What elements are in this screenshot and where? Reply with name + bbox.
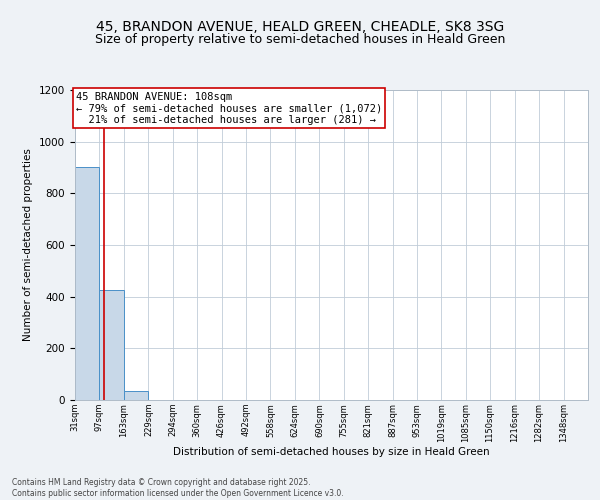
Text: Size of property relative to semi-detached houses in Heald Green: Size of property relative to semi-detach… xyxy=(95,32,505,46)
X-axis label: Distribution of semi-detached houses by size in Heald Green: Distribution of semi-detached houses by … xyxy=(173,448,490,458)
Bar xyxy=(100,290,124,400)
Y-axis label: Number of semi-detached properties: Number of semi-detached properties xyxy=(23,148,34,342)
Bar xyxy=(124,391,148,400)
Text: Contains HM Land Registry data © Crown copyright and database right 2025.
Contai: Contains HM Land Registry data © Crown c… xyxy=(12,478,344,498)
Text: 45, BRANDON AVENUE, HEALD GREEN, CHEADLE, SK8 3SG: 45, BRANDON AVENUE, HEALD GREEN, CHEADLE… xyxy=(96,20,504,34)
Bar xyxy=(75,168,100,400)
Text: 45 BRANDON AVENUE: 108sqm
← 79% of semi-detached houses are smaller (1,072)
  21: 45 BRANDON AVENUE: 108sqm ← 79% of semi-… xyxy=(76,92,382,124)
